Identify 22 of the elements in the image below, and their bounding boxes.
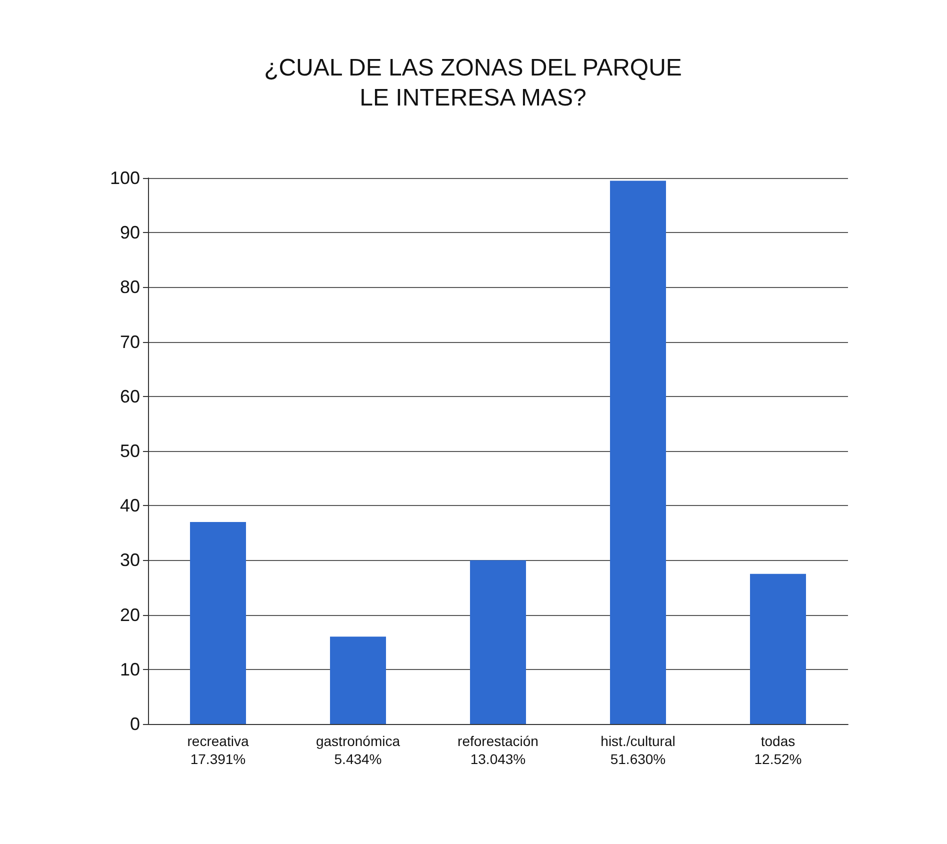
y-tick-label: 20 — [120, 604, 140, 625]
bar — [330, 636, 386, 724]
x-tick-label: todas 12.52% — [754, 733, 802, 767]
x-tick-label: hist./cultural 51.630% — [600, 733, 676, 767]
y-tick-label: 60 — [120, 386, 140, 406]
y-tick-label: 10 — [120, 659, 140, 680]
x-tick-label: gastronómica 5.434% — [316, 733, 400, 767]
x-tick-label: reforestación 13.043% — [458, 733, 538, 767]
x-tick-label: recreativa 17.391% — [187, 733, 249, 767]
bar — [470, 560, 526, 724]
y-tick-label: 80 — [120, 277, 140, 298]
y-tick-label: 0 — [130, 714, 140, 734]
y-tick-label: 50 — [120, 441, 140, 461]
y-tick-label: 70 — [120, 332, 140, 352]
y-tick-label: 30 — [120, 550, 140, 570]
bar — [190, 522, 246, 724]
y-tick-label: 90 — [120, 222, 140, 243]
bar — [610, 180, 666, 724]
chart-title: ¿CUAL DE LAS ZONAS DEL PARQUE LE INTERESA MAS? — [264, 54, 682, 112]
y-tick-label: 40 — [120, 496, 140, 516]
bar — [750, 574, 806, 724]
y-tick-label: 100 — [110, 168, 140, 188]
